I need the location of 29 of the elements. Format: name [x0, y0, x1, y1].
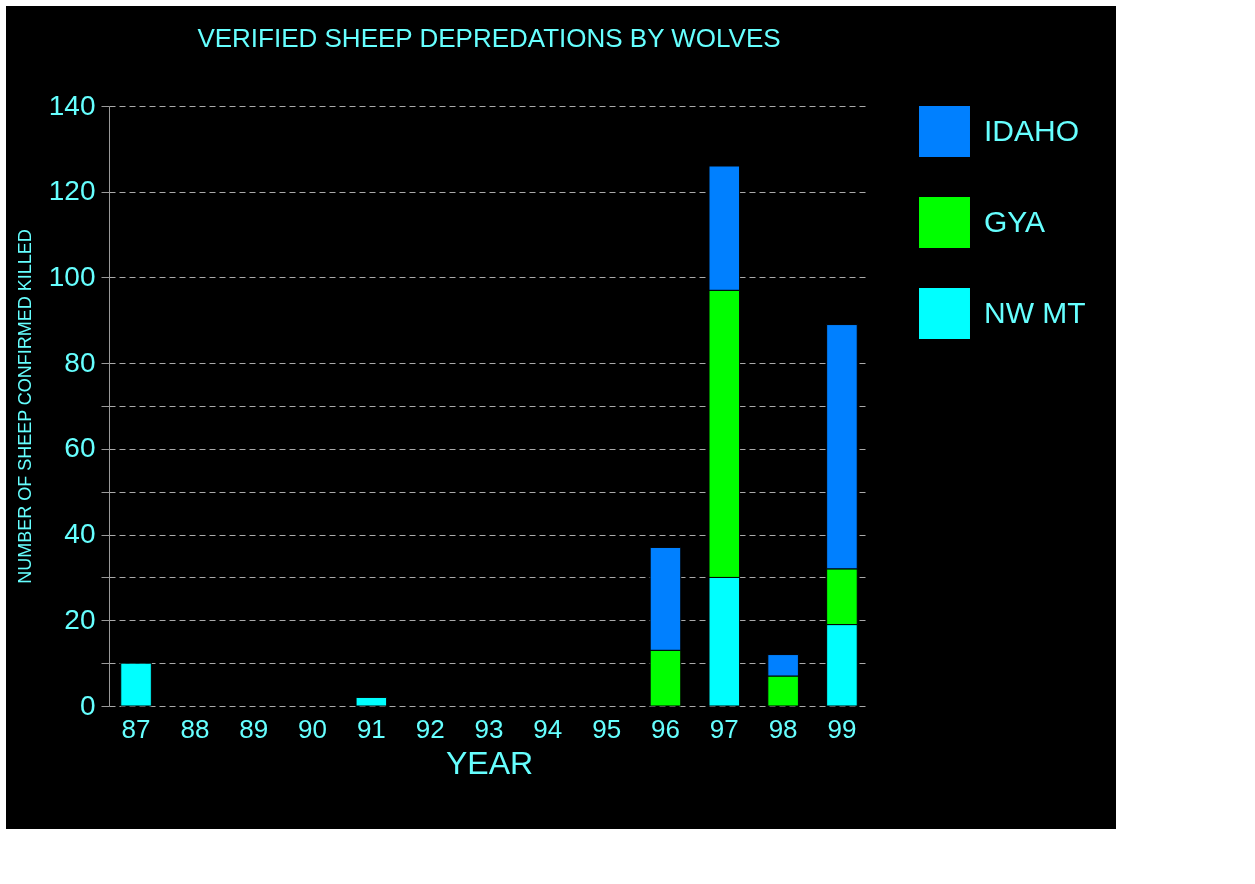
x-tick-label: 98	[768, 713, 798, 744]
x-tick-label: 97	[709, 713, 739, 744]
y-tick-label: 0	[79, 689, 96, 721]
y-tick-label: 140	[48, 89, 96, 121]
x-tick-label: 99	[827, 713, 857, 744]
legend-label: NW MT	[984, 295, 1086, 329]
x-tick-label: 88	[180, 713, 210, 744]
y-tick-label: 20	[64, 603, 96, 635]
legend-label: IDAHO	[984, 113, 1080, 147]
x-tick-label: 94	[533, 713, 563, 744]
x-tick-label: 93	[474, 713, 504, 744]
y-axis-title: NUMBER OF SHEEP CONFIRMED KILLED	[14, 229, 35, 584]
chart-title: VERIFIED SHEEP DEPREDATIONS BY WOLVES	[197, 23, 781, 53]
x-tick-label: 95	[592, 713, 622, 744]
bar	[120, 662, 152, 707]
x-axis-title: YEAR	[445, 744, 534, 781]
x-tick-label: 96	[651, 713, 680, 744]
y-tick-label: 100	[48, 260, 96, 292]
x-tick-label: 91	[356, 713, 386, 744]
x-tick-label: 89	[239, 713, 269, 744]
y-tick-label: 40	[64, 518, 96, 550]
bar	[355, 696, 388, 707]
y-tick-label: 60	[64, 432, 96, 464]
y-tick-label: 120	[48, 175, 96, 207]
x-tick-label: 90	[298, 713, 327, 744]
y-tick-label: 80	[64, 346, 96, 378]
legend-label: GYA	[984, 204, 1046, 238]
x-tick-label: 92	[415, 713, 445, 744]
x-tick-label: 87	[121, 713, 151, 744]
